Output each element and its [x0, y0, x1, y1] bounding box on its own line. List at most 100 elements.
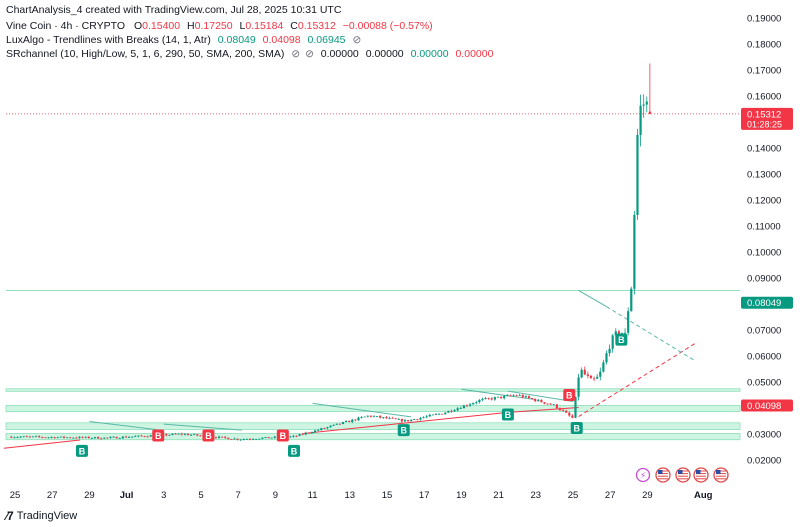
candle-body [196, 434, 199, 436]
indicator-luxalgo-name[interactable]: LuxAlgo - Trendlines with Breaks (14, 1,… [6, 34, 211, 46]
candle-body [441, 413, 444, 415]
lightning-glyph: ⚡ [640, 471, 646, 481]
candle-body [546, 403, 549, 405]
candle-body [341, 422, 345, 424]
candle-body [360, 417, 363, 418]
candle-body [19, 436, 22, 438]
candle-body [59, 436, 62, 438]
price-label-text: 0.04098 [747, 401, 781, 412]
high-label: H [187, 20, 195, 32]
candle-body [78, 436, 81, 439]
candle-body [506, 395, 509, 397]
close-label: C [290, 20, 298, 32]
eye-off-icon[interactable]: ⊘ [291, 48, 301, 60]
us-flag-icon [693, 467, 709, 483]
lightning-icon: ⚡ [635, 467, 651, 483]
sr-band [5, 388, 741, 392]
candle-body [310, 432, 314, 434]
signal-label: B [155, 431, 162, 441]
candle-body [292, 435, 295, 437]
candle-body [540, 399, 543, 403]
sr-channel-bands [5, 113, 741, 441]
price-axis: 0.190000.180000.170000.160000.150000.140… [741, 14, 793, 467]
x-tick-label: 17 [419, 490, 430, 501]
x-tick-label: 19 [456, 490, 467, 501]
candle-body [515, 395, 518, 397]
candle-body [270, 437, 273, 439]
candle-body [534, 398, 537, 402]
candle-body [357, 417, 360, 421]
indicator-luxalgo-v2: 0.04098 [262, 34, 301, 46]
candle-body [425, 416, 428, 418]
time-axis: 25 27 29 Jul 3 5 7 9 11 13 15 17 19 21 23 25 27 29 Aug [10, 490, 713, 501]
candle-body [475, 402, 478, 404]
candle-body [385, 417, 388, 419]
indicator-luxalgo-line[interactable]: LuxAlgo - Trendlines with Breaks (14, 1,… [6, 34, 361, 46]
candle-body [403, 420, 407, 422]
candle-body [620, 332, 624, 334]
indicator-srchannel-name[interactable]: SRchannel (10, High/Low, 5, 1, 6, 290, 5… [6, 48, 285, 60]
candlesticks [10, 63, 651, 441]
flag-canton [658, 470, 663, 474]
candle-body [527, 396, 531, 399]
candle-body [326, 427, 329, 429]
candle-body [227, 437, 230, 440]
eye-off-icon[interactable]: ⊘ [352, 34, 362, 46]
trendline-resistance [578, 290, 607, 308]
candle-body [614, 331, 617, 336]
footer-brand[interactable]: ⁄7 TradingView [6, 509, 77, 523]
signal-label: B [280, 431, 287, 441]
indicator-srchannel-v4: 0.00000 [455, 48, 494, 60]
candle-body [413, 419, 416, 421]
candle-body [28, 436, 31, 438]
candle-body [295, 435, 298, 437]
signal-label: B [573, 424, 580, 434]
flag-canton [716, 470, 721, 474]
candle-body [193, 434, 196, 436]
candle-body [131, 436, 134, 438]
x-tick-label: 9 [273, 490, 278, 501]
flag-canton [696, 470, 701, 474]
candle-body [431, 414, 434, 416]
candle-body [509, 395, 512, 397]
candle-body [416, 419, 419, 421]
candle-body [47, 437, 50, 439]
candle-body [69, 437, 72, 439]
indicator-srchannel-v3: 0.00000 [410, 48, 449, 60]
candle-body [242, 439, 245, 440]
candle-body [394, 418, 397, 420]
candle-body [289, 436, 292, 438]
candle-body [186, 433, 190, 436]
symbol-ohlc-line: Vine Coin · 4h · CRYPTO O0.15400 H0.1725… [6, 20, 433, 32]
candle-body [589, 375, 593, 379]
candle-body [323, 428, 326, 429]
candle-body [75, 437, 78, 439]
candle-body [230, 439, 233, 440]
indicator-srchannel-line[interactable]: SRchannel (10, High/Low, 5, 1, 6, 290, 5… [6, 48, 493, 60]
candle-body [549, 403, 552, 405]
x-tick-label: 25 [10, 490, 21, 501]
y-tick-label: 0.05000 [747, 378, 781, 389]
candle-body [512, 395, 515, 397]
candle-body [22, 436, 25, 438]
candle-body [472, 403, 475, 405]
candle-body [307, 432, 310, 434]
signal-marker: B [397, 424, 410, 437]
candle-body [623, 332, 627, 334]
trendline-resistance [461, 388, 536, 401]
candle-body [183, 433, 186, 435]
candle-body [565, 410, 568, 413]
symbol-label[interactable]: Vine Coin · 4h · CRYPTO [6, 20, 126, 32]
x-tick-label: Aug [694, 490, 713, 501]
candle-body [351, 419, 354, 423]
eye-off-icon[interactable]: ⊘ [305, 48, 314, 60]
candle-body [261, 437, 264, 439]
candle-body [577, 377, 580, 397]
candle-body [338, 423, 341, 425]
candle-body [447, 410, 450, 413]
candle-body [174, 433, 177, 435]
candle-body [633, 214, 636, 289]
candle-body [329, 425, 332, 428]
candle-body [106, 437, 109, 439]
